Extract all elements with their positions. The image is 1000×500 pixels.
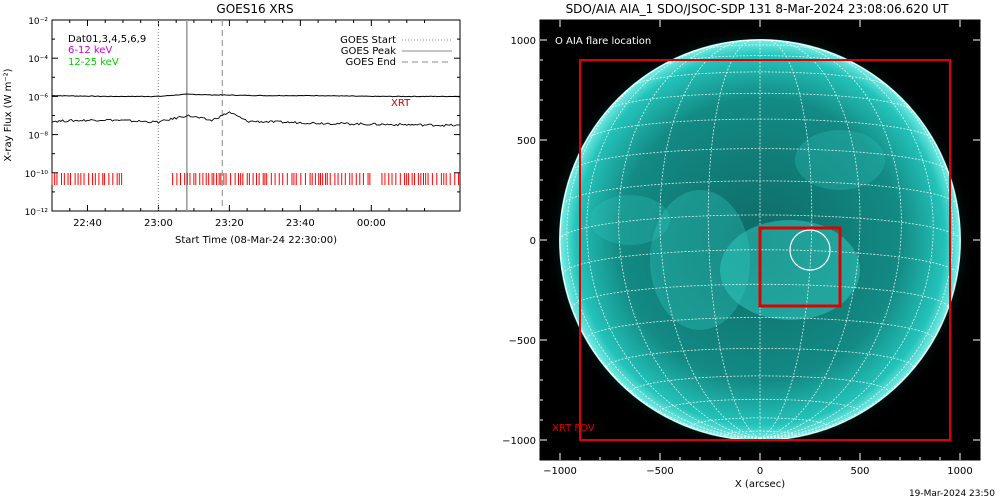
grid-line — [608, 92, 912, 110]
aia-x-tick-label: 500 — [850, 466, 869, 477]
aia-y-tick-label: 0 — [530, 236, 536, 247]
goes-series-long — [52, 93, 460, 98]
goes-chart-title: GOES16 XRS — [216, 2, 293, 16]
active-region-patch — [650, 190, 750, 330]
grid-line — [759, 59, 954, 439]
aia-y-tick-label: −500 — [509, 336, 536, 347]
aia-image-panel: SDO/AIA AIA_1 SDO/JSOC-SDP 131 8-Mar-202… — [502, 2, 981, 490]
goes-y-tick-label: 10⁻⁸ — [28, 132, 48, 142]
goes-series-group — [51, 93, 460, 127]
flare-location-circle — [789, 229, 831, 271]
grid-line — [586, 44, 761, 439]
grid-line — [587, 118, 933, 139]
goes-y-tick-label: 10⁻² — [28, 17, 48, 27]
aia-x-tick-label: 1000 — [947, 466, 972, 477]
goes-y-ticks: 10⁻¹² 10⁻¹⁰ 10⁻⁸ 10⁻⁶ 10⁻⁴ 10⁻² — [25, 17, 460, 218]
active-region-patch — [795, 130, 885, 190]
legend-goes-end: GOES End — [346, 57, 396, 68]
aia-y-tick-label: −1000 — [502, 436, 536, 447]
grid-line — [691, 417, 829, 427]
xrt-coverage-ticks — [51, 173, 460, 185]
goes-y-tick-label: 10⁻¹⁰ — [25, 170, 49, 180]
aia-x-tick-label: 0 — [757, 466, 763, 477]
goes-y-tick-label: 10⁻⁴ — [28, 55, 48, 65]
footer-timestamp: 19-Mar-2024 23:50 — [909, 489, 995, 499]
goes-y-axis-label: X-ray Flux (W m⁻²) — [3, 68, 14, 161]
grid-line — [759, 44, 934, 439]
grid-line — [707, 39, 761, 439]
heliographic-grid — [559, 39, 961, 441]
xrt-fov-label: XRT FOV — [552, 423, 595, 434]
goes-series-short — [51, 111, 460, 127]
xrt-label: XRT — [391, 98, 411, 109]
goes-x-tick-label: 23:20 — [215, 218, 244, 229]
goes-y-tick-label: 10⁻⁶ — [28, 93, 48, 103]
goes-x-axis-label: Start Time (08-Mar-24 22:30:00) — [175, 235, 337, 246]
aia-x-tick-label: −1000 — [543, 466, 577, 477]
goes-x-tick-label: 22:40 — [73, 218, 102, 229]
goes-x-tick-label: 00:00 — [357, 218, 386, 229]
flare-location-label: O AIA flare location — [555, 36, 651, 47]
goes-legend-left: Dat01,3,4,5,6,9 6-12 keV 12-25 keV — [68, 34, 146, 68]
grid-line — [759, 41, 902, 439]
goes-y-tick-label: 10⁻¹² — [25, 208, 49, 218]
grid-line — [566, 59, 761, 439]
grid-line — [759, 39, 813, 439]
goes-xrs-chart: GOES16 XRS 10⁻¹² 10⁻¹⁰ 10⁻⁸ 10⁻⁶ 10⁻⁴ 10⁻² 22… — [3, 2, 461, 246]
legend-6-12-kev: 6-12 keV — [68, 45, 112, 56]
aia-y-tick-label: 1000 — [511, 36, 536, 47]
grid-line — [571, 148, 949, 172]
goes-x-tick-label: 23:00 — [144, 218, 173, 229]
legend-detectors: Dat01,3,4,5,6,9 — [68, 34, 146, 45]
grid-line — [759, 40, 861, 439]
aia-x-axis-label: X (arcsec) — [735, 479, 785, 490]
xrt-fov-box — [579, 59, 951, 441]
legend-goes-start: GOES Start — [340, 35, 396, 46]
aia-x-tick-label: −500 — [646, 466, 673, 477]
active-region-patch — [590, 195, 670, 245]
grid-line — [618, 41, 761, 439]
goes-x-ticks: 22:40 23:00 23:20 23:40 00:00 — [69, 20, 426, 229]
goes-legend-right: GOES Start GOES Peak GOES End — [340, 35, 452, 68]
active-region-patch — [720, 220, 860, 320]
aia-axis-ticks: −1000 −500 0 500 1000 −1000 −500 0 500 1000 — [502, 20, 980, 477]
grid-line — [632, 71, 888, 86]
aia-image-title: SDO/AIA AIA_1 SDO/JSOC-SDP 131 8-Mar-202… — [566, 2, 950, 16]
legend-12-25-kev: 12-25 keV — [68, 57, 119, 68]
aia-y-tick-label: 500 — [517, 136, 536, 147]
legend-goes-peak: GOES Peak — [341, 46, 396, 57]
flare-box — [758, 226, 842, 308]
goes-x-tick-label: 23:40 — [286, 218, 315, 229]
grid-line — [659, 40, 761, 439]
